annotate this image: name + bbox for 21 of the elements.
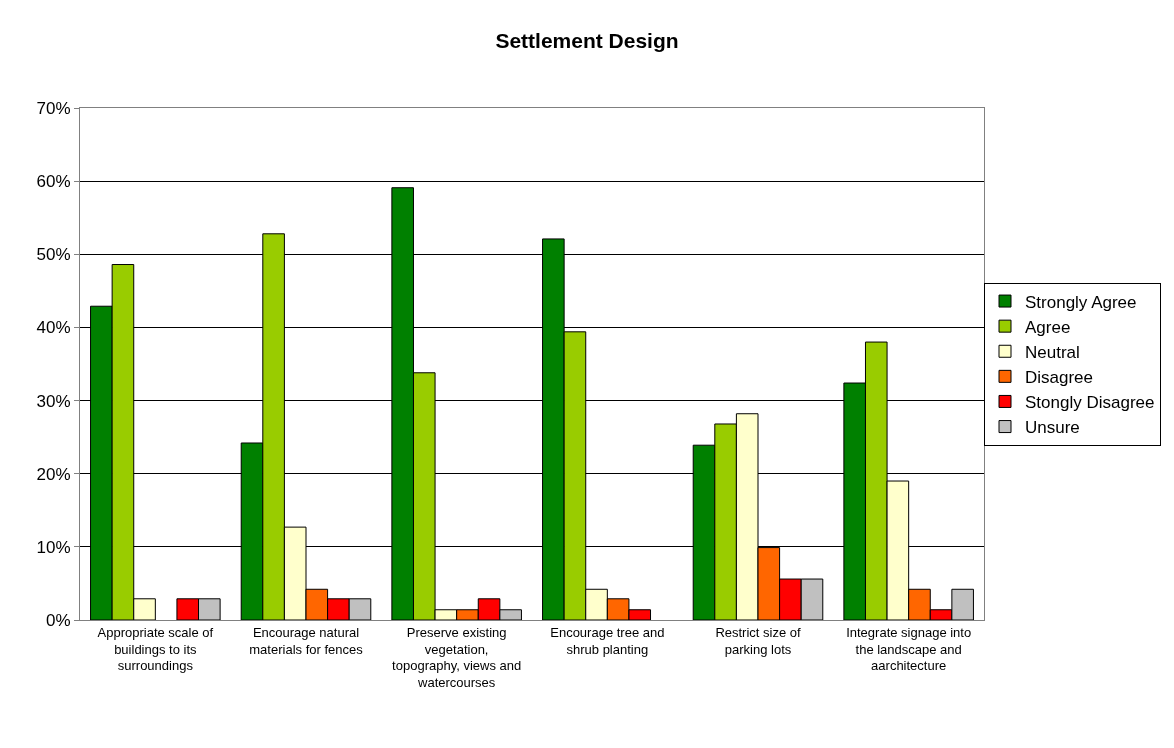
x-tick-label: Encourage natural materials for fences <box>249 624 364 657</box>
y-tick-label: 30% <box>36 391 71 411</box>
x-tick-label: Restrict size of parking lots <box>715 624 802 657</box>
x-tick-label: Integrate signage into the landscape and aarchitecture <box>846 624 972 674</box>
x-tick-label: Preserve existing vegetation, topography, views and watercourses <box>392 624 522 691</box>
legend-label: Unsure <box>1025 418 1080 438</box>
y-tick-label: 60% <box>36 172 71 192</box>
y-tick-label: 40% <box>36 318 71 338</box>
legend-label: Strongly Agree <box>1025 292 1137 312</box>
y-tick-label: 0% <box>46 610 71 630</box>
legend-label: Neutral <box>1025 342 1080 362</box>
legend-label: Stongly Disagree <box>1025 393 1155 413</box>
legend-label: Disagree <box>1025 367 1094 387</box>
y-tick-label: 50% <box>36 245 71 265</box>
chart-title: Settlement Design <box>495 29 679 53</box>
x-tick-label: Appropriate scale of buildings to its surroundings <box>97 624 214 674</box>
y-tick-label: 70% <box>36 98 71 118</box>
x-tick-label: Encourage tree and shrub planting <box>550 624 665 657</box>
y-tick-label: 10% <box>36 537 71 557</box>
y-tick-label: 20% <box>36 464 71 484</box>
legend-label: Agree <box>1025 317 1071 337</box>
